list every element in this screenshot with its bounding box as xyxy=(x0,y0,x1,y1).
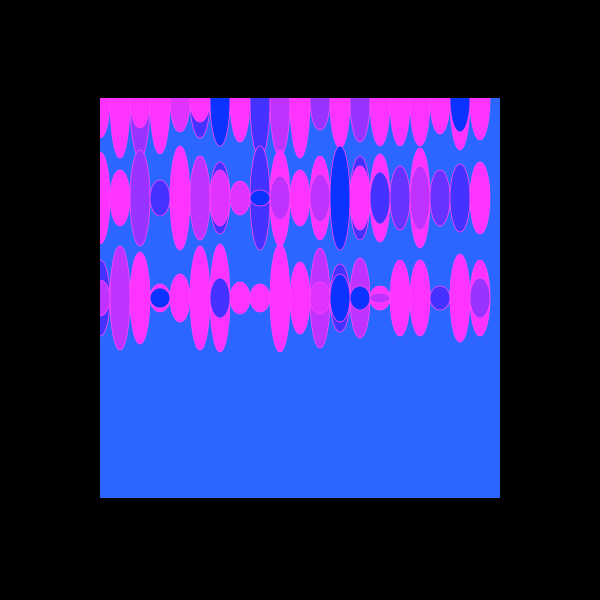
ellipse-magenta xyxy=(100,98,111,139)
ellipse-blue xyxy=(429,285,451,311)
ellipse-magenta xyxy=(289,261,311,335)
ellipse-magenta xyxy=(429,98,451,135)
ellipse-indigo xyxy=(429,169,451,227)
ellipse-magenta xyxy=(289,169,311,227)
ellipse-purple xyxy=(269,175,291,221)
ellipse-purple xyxy=(309,173,331,223)
ellipse-blue xyxy=(209,277,231,319)
ellipse-purple xyxy=(189,155,211,241)
ellipse-magenta xyxy=(109,169,131,227)
ellipse-magenta xyxy=(169,273,191,323)
ellipse-blue xyxy=(369,171,391,225)
ellipse-magenta xyxy=(189,98,211,123)
ellipse-deep_blue xyxy=(209,98,231,147)
ellipse-purple xyxy=(269,98,291,157)
ellipse-magenta xyxy=(409,259,431,337)
ellipse-magenta xyxy=(289,98,311,159)
ellipse-purple xyxy=(369,292,391,304)
ellipse-purple xyxy=(109,245,131,351)
ellipse-magenta xyxy=(449,253,471,343)
ellipse-blue xyxy=(449,163,471,233)
ellipse-purple xyxy=(100,279,111,317)
ellipse-magenta xyxy=(369,98,391,147)
ellipse-magenta xyxy=(100,151,111,245)
ellipse-deep_blue xyxy=(449,98,471,133)
ellipse-magenta xyxy=(409,98,431,147)
ellipse-magenta xyxy=(149,98,171,155)
ellipse-magenta xyxy=(349,165,371,231)
ellipse-magenta xyxy=(329,98,351,149)
ellipse-magenta xyxy=(269,243,291,353)
ellipse-purple xyxy=(409,165,431,231)
ellipse-violet xyxy=(469,277,491,319)
ellipse-deep_blue xyxy=(329,145,351,251)
ellipse-violet xyxy=(309,98,331,131)
ellipse-magenta xyxy=(229,98,251,143)
ellipse-magenta xyxy=(389,259,411,337)
ellipse-magenta xyxy=(129,251,151,345)
ellipse-deep_blue xyxy=(329,273,351,323)
ellipse-deep_blue xyxy=(149,287,171,309)
ellipse-magenta xyxy=(469,98,491,141)
ellipse-pink xyxy=(309,281,331,315)
ellipse-magenta xyxy=(169,145,191,251)
ellipse-blue xyxy=(249,98,271,159)
ellipse-magenta xyxy=(129,98,151,129)
ellipse-blue xyxy=(149,179,171,217)
ellipse-deep_blue xyxy=(349,285,371,311)
ellipse-violet xyxy=(129,149,151,247)
ellipse-magenta xyxy=(189,245,211,351)
ellipse-pink xyxy=(209,169,231,227)
ellipse-deep_blue xyxy=(249,189,271,207)
ellipse-magenta xyxy=(229,281,251,315)
ellipse-group xyxy=(100,98,491,353)
ellipse-magenta xyxy=(249,283,271,313)
ellipse-magenta xyxy=(109,98,131,159)
ellipse-pink xyxy=(229,180,251,216)
ellipse-magenta xyxy=(389,98,411,147)
ellipse-pink xyxy=(169,98,191,133)
ellipse-indigo xyxy=(389,165,411,231)
ellipse-magenta xyxy=(469,161,491,235)
ellipse-violet xyxy=(349,98,371,143)
